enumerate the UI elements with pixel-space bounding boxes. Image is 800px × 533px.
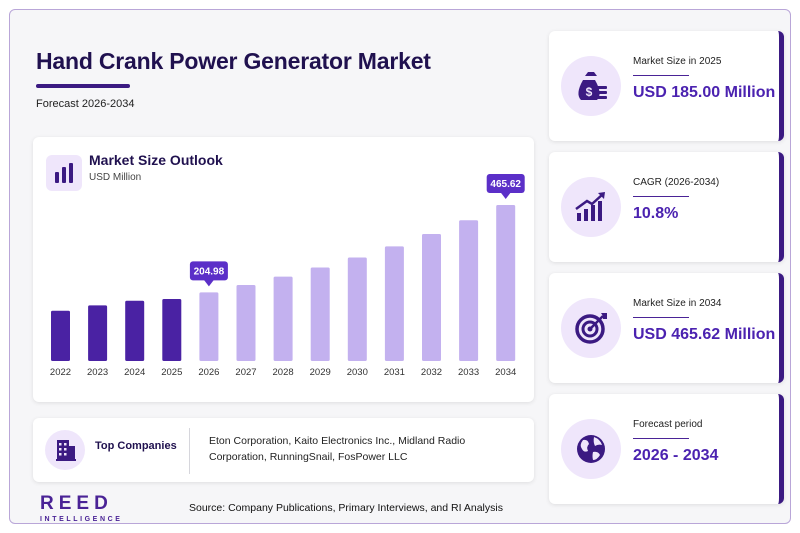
svg-text:$: $ [586, 85, 593, 99]
source-note: Source: Company Publications, Primary In… [189, 502, 503, 514]
logo-main-text: REED [40, 493, 113, 514]
reed-intelligence-logo: REED INTELLIGENCE [40, 493, 123, 523]
callout-pointer [203, 279, 214, 287]
stat-card-market-size-2034: Market Size in 2034 USD 465.62 Million [549, 273, 784, 383]
bar-2033 [459, 220, 479, 361]
stat-value: 10.8% [633, 205, 679, 222]
target-icon [561, 298, 621, 358]
chart-unit: USD Million [89, 172, 142, 183]
bar-2032 [422, 234, 441, 361]
bar-2024 [125, 300, 145, 361]
stat-card-cagr: CAGR (2026-2034) 10.8% [549, 152, 784, 262]
data-label: 204.98 [194, 266, 225, 277]
globe-icon [561, 419, 621, 479]
building-icon [45, 430, 85, 470]
callout-box [486, 174, 525, 193]
data-label: 465.62 [490, 179, 521, 190]
stat-underline [633, 75, 689, 76]
bar-2022 [51, 310, 70, 361]
growth-chart-icon [561, 177, 621, 237]
callout-2034: 465.62 [486, 174, 525, 199]
bar-chart: 2022 2023 2024 2025 2026 2027 2028 2029 2030 2031… [50, 174, 525, 378]
x-tick-label: 2030 [347, 367, 368, 378]
infographic-frame: Hand Crank Power Generator Market Foreca… [9, 9, 791, 524]
page-title: Hand Crank Power Generator Market [36, 48, 431, 74]
x-tick-label: 2022 [50, 367, 71, 378]
bar-2023 [88, 305, 108, 361]
x-tick-label: 2034 [495, 367, 516, 378]
x-tick-label: 2025 [161, 367, 182, 378]
stat-underline [633, 196, 689, 197]
stat-card-forecast-period: Forecast period 2026 - 2034 [549, 394, 784, 504]
bar-2030 [347, 257, 367, 361]
bar-2027 [236, 284, 256, 361]
divider [189, 428, 190, 474]
bar-chart-icon [46, 155, 82, 191]
x-tick-label: 2033 [458, 367, 479, 378]
x-tick-label: 2028 [273, 367, 294, 378]
x-tick-label: 2024 [124, 367, 145, 378]
logo-sub-text: INTELLIGENCE [40, 516, 123, 523]
page-subtitle: Forecast 2026-2034 [36, 98, 135, 110]
bar-2026 [199, 292, 219, 361]
x-tick-label: 2031 [384, 367, 405, 378]
bar-2031 [384, 246, 404, 361]
money-bag-icon: $ [561, 56, 621, 116]
stat-card-market-size-2025: $ Market Size in 2025 USD 185.00 Million [549, 31, 784, 141]
top-companies-label: Top Companies [95, 440, 177, 452]
bar-2028 [273, 276, 293, 361]
bar-2034 [496, 205, 516, 361]
stat-value: USD 185.00 Million [633, 84, 776, 101]
chart-card: Market Size Outlook USD Million 2022 2023… [33, 137, 534, 402]
x-tick-label: 2029 [310, 367, 331, 378]
top-companies-card: Top Companies Eton Corporation, Kaito El… [33, 418, 534, 482]
stat-value: 2026 - 2034 [633, 447, 719, 464]
stat-underline [633, 317, 689, 318]
stat-label: Market Size in 2025 [633, 56, 722, 67]
stat-underline [633, 438, 689, 439]
callout-pointer [500, 192, 511, 199]
bar-2025 [162, 299, 182, 361]
x-tick-label: 2027 [235, 367, 256, 378]
x-tick-label: 2026 [198, 367, 219, 378]
stat-value: USD 465.62 Million [633, 326, 776, 343]
chart-title: Market Size Outlook [89, 152, 223, 168]
callout-box [189, 261, 228, 281]
x-tick-label: 2032 [421, 367, 442, 378]
stat-label: Forecast period [633, 419, 703, 430]
top-companies-list: Eton Corporation, Kaito Electronics Inc.… [209, 435, 466, 463]
stat-label: Market Size in 2034 [633, 298, 722, 309]
bar-2029 [310, 267, 330, 361]
callout-2026: 204.98 [189, 261, 228, 287]
title-underline [36, 84, 130, 88]
stat-label: CAGR (2026-2034) [633, 177, 720, 188]
x-tick-label: 2023 [87, 367, 108, 378]
